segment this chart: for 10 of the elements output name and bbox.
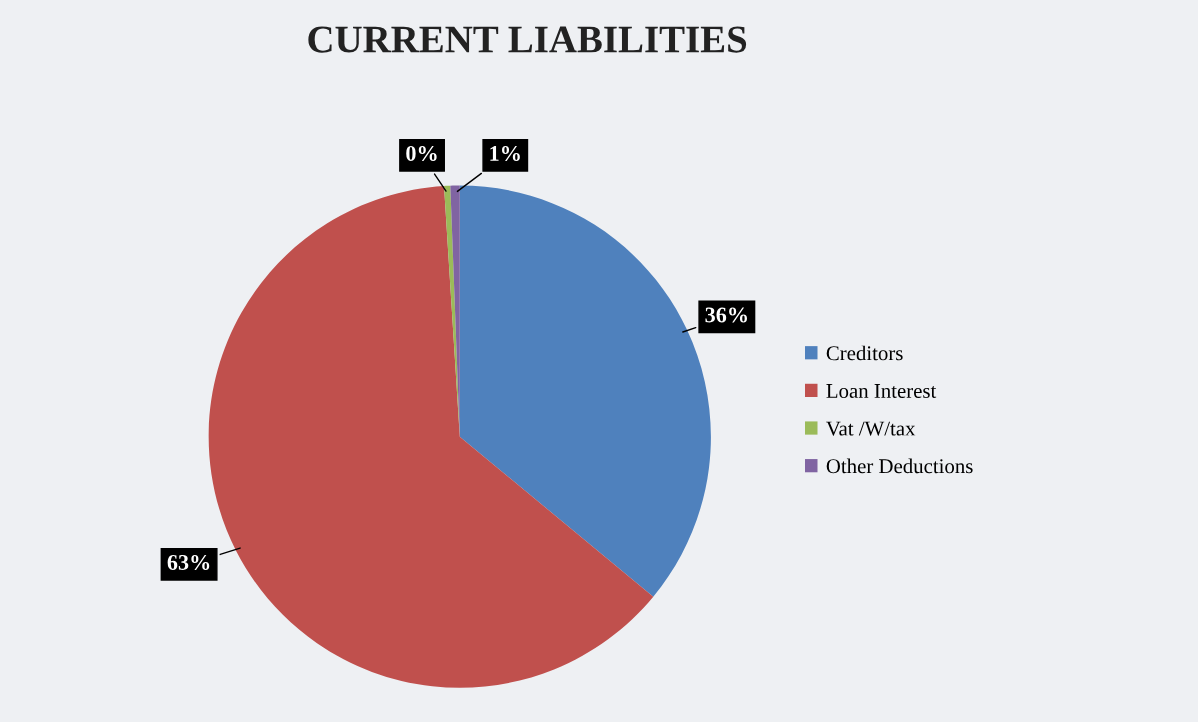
legend-label: Creditors: [826, 345, 903, 361]
pie-slice: [208, 186, 654, 688]
legend-label: Loan Interest: [826, 384, 937, 398]
data-label: 0%: [406, 145, 437, 162]
legend-label: Vat /W/tax: [826, 421, 916, 436]
data-label: 63%: [167, 554, 210, 570]
data-label: 36%: [705, 307, 747, 323]
legend-label: Other Deductions: [826, 458, 973, 474]
chart-title: CURRENT LIABILITIES: [308, 26, 747, 53]
data-label: 1%: [490, 145, 520, 162]
